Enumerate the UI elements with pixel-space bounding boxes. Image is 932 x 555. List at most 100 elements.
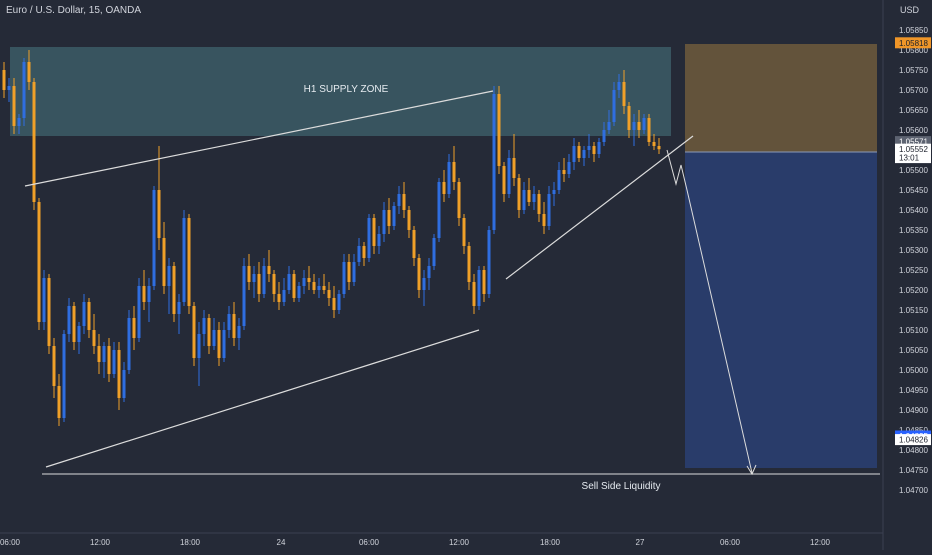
candle-body [262, 266, 266, 294]
candle-body [507, 158, 511, 194]
candle-body [397, 194, 401, 206]
candle-body [157, 190, 161, 238]
price-tick-label: 1.04800 [899, 446, 928, 455]
candle-body [177, 302, 181, 314]
price-tick-label: 1.05750 [899, 66, 928, 75]
candle-body [167, 266, 171, 286]
labels-layer: H1 SUPPLY ZONE Sell Side Liquidity [304, 84, 661, 492]
candle-body [222, 330, 226, 358]
candle-body [127, 318, 131, 370]
candle-body [352, 262, 356, 282]
candle-body [327, 290, 331, 298]
candle-body [492, 94, 496, 230]
upper-wedge-line[interactable] [24, 90, 494, 187]
candle-body [227, 314, 231, 330]
time-tick-label: 12:00 [449, 538, 470, 547]
candle-body [112, 350, 116, 374]
price-tick-label: 1.05800 [899, 46, 928, 55]
candle-body [107, 346, 111, 374]
price-tick-label: 1.05500 [899, 166, 928, 175]
candle-body [537, 194, 541, 214]
time-tick-label: 06:00 [0, 538, 21, 547]
price-tick-label: 1.04900 [899, 406, 928, 415]
rising-trendline[interactable] [505, 135, 694, 280]
candle-body [197, 334, 201, 358]
candle-body [627, 106, 631, 130]
candle-body [592, 146, 596, 154]
price-tick-label: 1.05250 [899, 266, 928, 275]
candle-body [137, 286, 141, 338]
candle-body [437, 182, 441, 238]
candle-body [47, 278, 51, 346]
candle-body [582, 150, 586, 158]
candle-body [52, 346, 56, 386]
candle-body [297, 286, 301, 298]
candle-body [37, 202, 41, 322]
candle-body [622, 82, 626, 106]
time-axis[interactable]: 06:00 12:00 18:00 24 06:00 12:00 18:00 27 06:00 1… [0, 532, 883, 547]
candle-body [232, 314, 236, 338]
candle-body [447, 162, 451, 194]
candle-body [642, 118, 646, 130]
lower-wedge-line[interactable] [45, 329, 480, 468]
candle-body [567, 162, 571, 174]
candle-body [572, 146, 576, 162]
candles-layer [2, 50, 661, 426]
price-tick-label: 1.05150 [899, 306, 928, 315]
candle-body [192, 306, 196, 358]
candle-body [497, 94, 501, 166]
candle-body [467, 246, 471, 282]
price-axis[interactable]: 1.05850 1.05800 1.05750 1.05700 1.05650 1.056… [882, 0, 932, 550]
candle-body [17, 118, 21, 126]
candle-body [587, 146, 591, 150]
candle-body [147, 286, 151, 302]
candle-body [77, 326, 81, 342]
candle-body [97, 346, 101, 362]
candle-body [562, 170, 566, 174]
price-tick-label: 1.04700 [899, 486, 928, 495]
candle-body [102, 346, 106, 362]
candle-body [372, 218, 376, 246]
price-tag-box [895, 143, 931, 155]
candle-body [122, 370, 126, 398]
price-tag: 1.05552 [895, 143, 931, 155]
candle-body [132, 318, 136, 338]
time-tick-label: 06:00 [720, 538, 741, 547]
price-tag-text: 1.05818 [899, 39, 928, 48]
price-tag: 13:01 [895, 152, 931, 164]
candle-body [267, 266, 271, 274]
candle-body [332, 298, 336, 310]
candle-body [617, 82, 621, 90]
candle-body [412, 230, 416, 258]
price-tick-label: 1.05600 [899, 126, 928, 135]
candle-body [477, 270, 481, 306]
candle-body [502, 166, 506, 194]
time-tick-label: 24 [277, 538, 286, 547]
price-tag-text: 1.04826 [899, 436, 928, 445]
candle-body [217, 330, 221, 358]
candle-body [272, 274, 276, 294]
projection-path[interactable] [666, 149, 753, 474]
candle-body [482, 270, 486, 294]
price-tick-label: 1.04950 [899, 386, 928, 395]
supply-zone-label: H1 SUPPLY ZONE [304, 84, 389, 95]
time-tick-label: 18:00 [180, 538, 201, 547]
price-tick-label: 1.04750 [899, 466, 928, 475]
candle-body [62, 334, 66, 418]
price-tag-box [895, 434, 931, 446]
price-tag-text: 13:01 [899, 154, 920, 163]
price-tag: 1.05571 [895, 136, 931, 148]
candle-body [117, 350, 121, 398]
price-tag-box [895, 37, 931, 49]
candle-body [337, 294, 341, 310]
candle-body [212, 330, 216, 346]
candle-body [282, 290, 286, 302]
candle-body [422, 278, 426, 290]
price-tick-label: 1.05700 [899, 86, 928, 95]
candle-body [547, 194, 551, 226]
candle-body [522, 190, 526, 210]
candle-body [142, 286, 146, 302]
